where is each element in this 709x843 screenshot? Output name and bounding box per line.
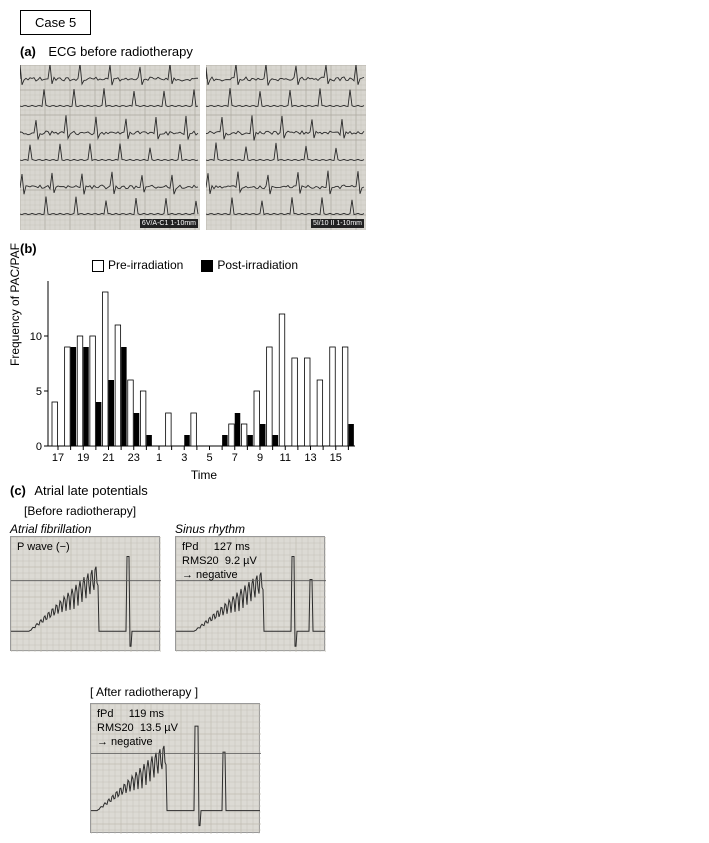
svg-text:10: 10 [30, 331, 42, 343]
panel-a-title: ECG before radiotherapy [48, 44, 193, 59]
after-fpd-v: 119 ms [129, 708, 164, 720]
left-column: (a) ECG before radiotherapy 6V/A-C1 1-10… [10, 43, 380, 482]
after-info: fPd 119 ms RMS20 13.5 µV → negative [97, 708, 178, 749]
case-label: Case 5 [20, 10, 91, 35]
bar-chart-legend: Pre-irradiation Post-irradiation [10, 258, 380, 272]
bar-chart-y-label: Frequency of PAC/PAF [8, 243, 22, 366]
sr-fpd-v: 127 ms [214, 541, 250, 553]
alp-after-box: fPd 119 ms RMS20 13.5 µV → negative [90, 703, 260, 833]
legend-pre-text: Pre-irradiation [108, 258, 183, 272]
sr-rms-k: RMS20 [182, 555, 219, 567]
svg-text:11: 11 [280, 452, 291, 464]
panel-a: (a) ECG before radiotherapy 6V/A-C1 1-10… [10, 43, 380, 230]
svg-text:5: 5 [206, 452, 212, 464]
after-rms-k: RMS20 [97, 722, 134, 734]
sr-rms-v: 9.2 µV [225, 555, 257, 567]
svg-text:17: 17 [52, 452, 64, 464]
ecg-strip-right: 5I/10 II 1-10mm [206, 65, 366, 230]
alp-af-box: P wave (−) [10, 536, 160, 651]
svg-text:15: 15 [330, 452, 342, 464]
af-title: Atrial fibrillation [10, 522, 165, 536]
bar-chart: Frequency of PAC/PAF 0510171921231357911… [20, 276, 360, 466]
sr-info: fPd 127 ms RMS20 9.2 µV → negative [182, 541, 257, 582]
svg-text:21: 21 [102, 452, 114, 464]
panel-b: (b) Pre-irradiation Post-irradiation Fre… [10, 240, 380, 482]
svg-text:3: 3 [181, 452, 187, 464]
legend-post-text: Post-irradiation [217, 258, 298, 272]
after-fpd-k: fPd [97, 708, 114, 720]
right-column: (c) Atrial late potentials [Before radio… [10, 482, 330, 833]
svg-text:9: 9 [257, 452, 263, 464]
svg-text:19: 19 [77, 452, 89, 464]
after-rms-v: 13.5 µV [140, 722, 178, 734]
alp-before-row: Atrial fibrillation P wave (−) Sinus rhy… [10, 522, 330, 651]
sr-result: → negative [182, 569, 257, 583]
svg-text:13: 13 [304, 452, 316, 464]
ecg-strip-left: 6V/A-C1 1-10mm [20, 65, 200, 230]
alp-af-col: Atrial fibrillation P wave (−) [10, 522, 165, 651]
svg-text:23: 23 [128, 452, 140, 464]
svg-text:0: 0 [36, 441, 42, 453]
svg-text:1: 1 [156, 452, 162, 464]
af-info: P wave (−) [17, 541, 70, 555]
bar-chart-x-label: Time [28, 468, 380, 482]
sr-title: Sinus rhythm [175, 522, 330, 536]
after-result: → negative [97, 736, 178, 750]
legend-post: Post-irradiation [201, 258, 298, 272]
panel-c-title: Atrial late potentials [34, 483, 147, 498]
sr-fpd-k: fPd [182, 541, 199, 553]
panel-c: (c) Atrial late potentials [Before radio… [10, 482, 330, 833]
figure-grid: (a) ECG before radiotherapy 6V/A-C1 1-10… [10, 43, 699, 833]
panel-b-tag: (b) [20, 241, 37, 256]
alp-sr-col: Sinus rhythm fPd 127 ms RMS20 9.2 µV → n… [175, 522, 330, 651]
after-label: [ After radiotherapy ] [90, 685, 330, 699]
panel-c-tag: (c) [10, 483, 26, 498]
legend-pre: Pre-irradiation [92, 258, 183, 272]
alp-sr-box: fPd 127 ms RMS20 9.2 µV → negative [175, 536, 325, 651]
ecg-strip-row: 6V/A-C1 1-10mm 5I/10 II 1-10mm [20, 65, 380, 230]
panel-a-tag: (a) [20, 44, 36, 59]
svg-text:7: 7 [232, 452, 238, 464]
before-label: [Before radiotherapy] [24, 504, 330, 518]
svg-text:5: 5 [36, 386, 42, 398]
